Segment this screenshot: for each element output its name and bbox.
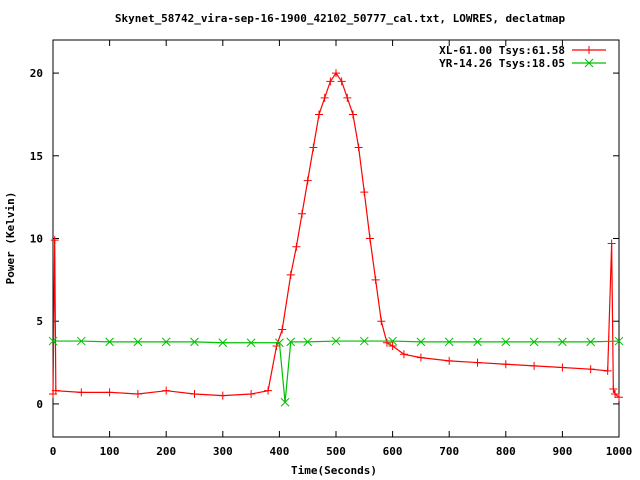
x-tick-label: 600 (383, 445, 403, 458)
plot-area: 0 100 200 300 400 500 600 700 800 900 1000 0 5 10 15 2… (30, 39, 633, 458)
data-point (320, 93, 329, 102)
data-point (76, 336, 86, 346)
data-point (326, 77, 335, 86)
data-point (586, 365, 595, 374)
data-point (303, 176, 312, 185)
data-point (309, 143, 318, 152)
data-point (286, 337, 296, 347)
data-point (50, 236, 59, 245)
data-point (218, 338, 228, 348)
data-point (51, 386, 60, 395)
x-tick-label: 100 (100, 445, 120, 458)
data-point (377, 317, 386, 326)
data-point (388, 342, 397, 351)
y-tick-label: 0 (36, 398, 43, 411)
x-axis: 0 100 200 300 400 500 600 700 800 900 1000 (50, 40, 633, 458)
data-point (615, 393, 623, 402)
data-point (611, 389, 620, 398)
data-point (190, 337, 199, 347)
data-point (444, 337, 454, 347)
data-point (315, 110, 324, 119)
x-tick-label: 300 (213, 445, 233, 458)
data-point (77, 388, 86, 397)
data-point (445, 356, 454, 365)
data-point (162, 386, 171, 395)
legend-label: YR-14.26 Tsys:18.05 (439, 57, 565, 70)
data-point (399, 350, 408, 359)
x-tick-label: 800 (496, 445, 516, 458)
data-point (278, 325, 287, 334)
data-point (105, 388, 114, 397)
data-point (246, 338, 256, 348)
data-point (371, 275, 380, 284)
data-point (558, 337, 567, 347)
data-point (584, 58, 594, 68)
series-line (52, 72, 620, 398)
data-point (473, 337, 482, 347)
y-axis-label: Power (Kelvin) (4, 192, 17, 285)
data-point (286, 270, 295, 279)
x-axis-label: Time(Seconds) (291, 464, 377, 477)
data-point (501, 337, 511, 347)
data-point (609, 385, 618, 394)
data-point (332, 69, 340, 78)
series (48, 336, 624, 407)
x-tick-label: 700 (439, 445, 459, 458)
legend-label: XL-61.00 Tsys:61.58 (439, 44, 565, 57)
x-tick-label: 400 (269, 445, 289, 458)
data-point (473, 358, 482, 367)
data-point (292, 242, 301, 251)
data-point (558, 363, 567, 372)
x-tick-label: 900 (552, 445, 572, 458)
data-point (614, 336, 624, 346)
x-tick-label: 200 (156, 445, 176, 458)
data-point (382, 338, 391, 347)
x-tick-label: 500 (326, 445, 346, 458)
data-point (337, 77, 346, 86)
data-point (586, 337, 596, 347)
data-point (298, 209, 307, 218)
data-point (359, 336, 369, 346)
data-point (530, 361, 539, 370)
data-point (264, 386, 273, 395)
data-point (190, 389, 199, 398)
data-point (501, 360, 510, 369)
data-point (529, 337, 539, 347)
chart-title: Skynet_58742_vira-sep-16-1900_42102_5077… (115, 12, 566, 25)
y-tick-label: 20 (30, 67, 43, 80)
series-layer (48, 69, 624, 407)
data-point (247, 389, 256, 398)
data-point (354, 143, 363, 152)
plot-frame (52, 39, 620, 438)
data-point (161, 337, 171, 347)
data-point (105, 337, 114, 347)
data-point (218, 391, 227, 400)
data-point (365, 234, 374, 243)
y-tick-label: 15 (30, 150, 43, 163)
data-point (280, 397, 290, 407)
data-point (585, 46, 593, 54)
data-point (331, 336, 341, 346)
data-point (416, 353, 425, 362)
data-point (360, 188, 369, 197)
data-point (348, 110, 357, 119)
data-point (133, 389, 142, 398)
y-axis: 0 5 10 15 20 (30, 67, 619, 411)
x-tick-label: 1000 (606, 445, 633, 458)
y-tick-label: 5 (36, 315, 43, 328)
data-point (303, 337, 313, 347)
x-tick-label: 0 (50, 445, 57, 458)
data-point (133, 337, 143, 347)
series (49, 69, 623, 402)
data-point (388, 336, 397, 346)
data-point (343, 93, 352, 102)
data-point (416, 337, 426, 347)
data-point (603, 366, 612, 375)
data-point (275, 338, 284, 348)
data-point (48, 336, 58, 346)
y-tick-label: 10 (30, 233, 43, 246)
data-point (607, 239, 616, 248)
